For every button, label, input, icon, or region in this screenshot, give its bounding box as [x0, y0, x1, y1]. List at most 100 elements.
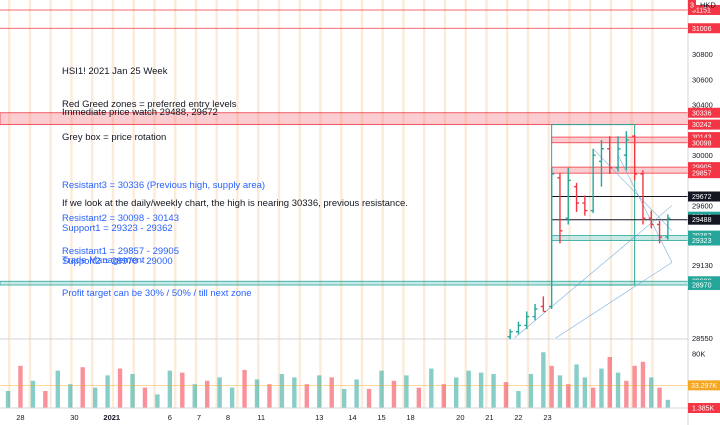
time-tick-label: 15 — [377, 413, 385, 422]
candles[interactable] — [507, 131, 671, 340]
volume-bar — [354, 379, 359, 408]
price-tick-label: 30800 — [692, 50, 713, 59]
time-tick-label: 13 — [315, 413, 323, 422]
volume-bar — [30, 380, 36, 408]
session-band — [298, 0, 301, 408]
volume-bar — [541, 352, 546, 408]
price-tag — [688, 132, 720, 143]
price-tag-label: 29323 — [692, 238, 712, 245]
volume-bar — [503, 382, 509, 408]
session-band — [547, 0, 550, 408]
price-tag — [688, 280, 720, 291]
price-tick-label: 30000 — [692, 151, 713, 160]
session-band — [49, 0, 52, 408]
volume-bar — [155, 394, 160, 408]
notes-header: HSI1! 2021 Jan 25 Week Red Greed zones =… — [62, 44, 408, 220]
price-tag-label: 30098 — [692, 140, 712, 147]
volume-tick-label: 80K — [692, 350, 705, 359]
volume-bar — [665, 399, 671, 408]
price-tag-label: 31151 — [692, 7, 711, 14]
price-tag-label: 30242 — [692, 122, 712, 129]
volume-bar — [18, 365, 23, 408]
volume-bar — [404, 375, 409, 408]
support-note: Support2 = 28970 - 29000 — [62, 256, 173, 267]
volume-bar — [632, 365, 637, 408]
time-tick-label: 14 — [348, 413, 356, 422]
trend-lines — [514, 148, 673, 339]
volume-bar — [582, 377, 588, 408]
volume-bar — [117, 368, 123, 408]
session-band — [381, 0, 384, 408]
price-tick-label: 30400 — [692, 101, 713, 110]
price-tag-label: 29488 — [692, 217, 712, 224]
volume-bar — [192, 384, 197, 408]
price-tag-label: 29905 — [692, 165, 712, 172]
session-band — [111, 0, 115, 408]
price-tags: 3115131006303363024230143300982990529857… — [688, 0, 720, 413]
session-band — [236, 0, 239, 408]
price-tag-label: 29672 — [692, 194, 712, 201]
volume-bar — [92, 387, 98, 408]
volume-bar — [557, 375, 563, 408]
session-band — [215, 0, 218, 408]
price-tick-label: 29600 — [692, 202, 713, 211]
zone-resistant2 — [551, 136, 689, 144]
volume-last-tag-label: 1.385K — [692, 406, 715, 413]
time-tick-label: 11 — [257, 413, 265, 422]
volume-bar — [366, 388, 372, 408]
time-tick-label: 30 — [70, 413, 78, 422]
price-tag-label: 28970 — [692, 283, 712, 290]
session-band — [70, 0, 73, 408]
price-tag-label: 29857 — [692, 171, 712, 178]
price-tick-label: 28550 — [692, 334, 713, 343]
volume-bar — [217, 377, 222, 408]
price-tag — [688, 119, 720, 130]
volume-bar — [478, 372, 484, 408]
volume-bar — [391, 380, 397, 408]
price-tag — [688, 191, 720, 202]
time-tick-label: 7 — [197, 413, 201, 422]
session-band — [174, 0, 177, 408]
price-tag — [688, 4, 720, 15]
volume-bars — [0, 352, 688, 408]
volume-bar — [329, 377, 334, 408]
session-band — [589, 0, 592, 408]
resistance-note: Resistant3 = 30336 (Previous high, suppl… — [62, 180, 266, 191]
time-axis-bg — [0, 408, 688, 425]
volume-bar — [429, 368, 434, 408]
time-tick-label: 23 — [543, 413, 551, 422]
price-tag — [688, 162, 720, 173]
time-tick-label: 28 — [16, 413, 24, 422]
price-tick-label: 29130 — [692, 261, 713, 270]
zone-resistant1 — [551, 166, 689, 174]
price-tag — [688, 107, 720, 118]
volume-bar — [167, 370, 173, 408]
price-tag — [688, 214, 720, 225]
session-band — [28, 0, 32, 408]
volume-bar — [607, 357, 612, 408]
volume-bar — [5, 391, 11, 408]
volume-bar — [279, 374, 285, 408]
notes-header-line: Grey box = price rotation — [62, 132, 167, 143]
session-band — [277, 0, 281, 408]
session-band — [8, 0, 11, 408]
volume-ma-tag-label: 33.297K — [691, 383, 717, 390]
volume-bar — [142, 387, 148, 408]
resistance-note: Resistant2 = 30098 - 30143 — [62, 213, 179, 224]
session-band — [340, 0, 343, 408]
volume-bar — [267, 384, 272, 408]
volume-bar — [341, 388, 347, 408]
volume-bar — [416, 387, 422, 408]
price-tag — [688, 235, 720, 246]
volume-bar — [43, 391, 48, 408]
price-tag — [688, 23, 720, 34]
notes-header-line: HSI1! 2021 Jan 25 Week — [62, 66, 168, 77]
volume-bar — [454, 377, 459, 408]
volume-bar — [640, 361, 646, 408]
volume-bar — [68, 384, 73, 408]
session-band — [257, 0, 260, 408]
session-band — [402, 0, 405, 408]
session-band — [630, 0, 633, 408]
top-price-tag — [688, 0, 696, 10]
